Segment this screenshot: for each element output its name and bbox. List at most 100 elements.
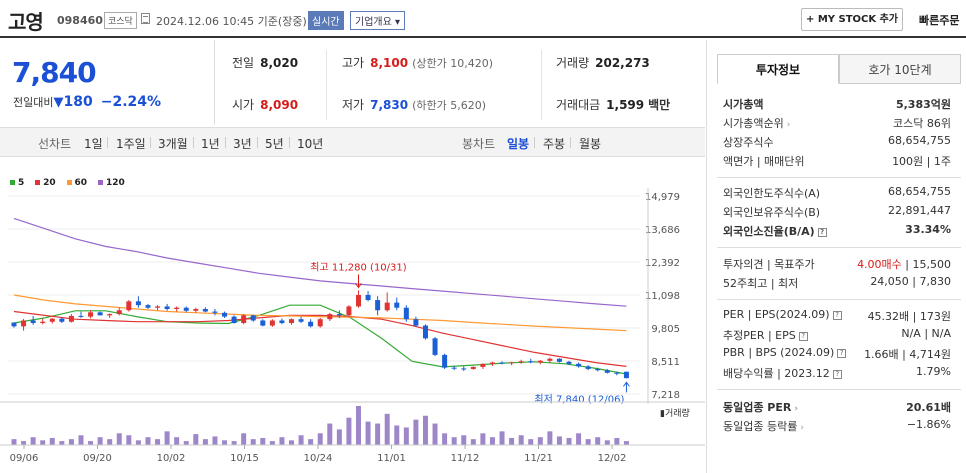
row-sector-change[interactable]: 동일업종 등락률 › −1.86% xyxy=(723,418,951,433)
low-arrow-head xyxy=(623,381,630,387)
low-annotation: 최저 7,840 (12/06) xyxy=(534,393,624,405)
candle-body xyxy=(566,361,572,364)
divider xyxy=(717,247,961,248)
row-sector-per[interactable]: 동일업종 PER › 20.61배 xyxy=(723,401,951,414)
x-tick-label: 11/01 xyxy=(377,453,406,464)
tab-3y[interactable]: 3년 xyxy=(233,137,252,151)
volume-bar xyxy=(422,415,428,445)
help-icon[interactable]: ? xyxy=(798,331,808,341)
candle-body xyxy=(231,316,237,324)
candle-body xyxy=(509,362,515,364)
volume-bar xyxy=(432,423,438,445)
tab-1d[interactable]: 1일 xyxy=(84,137,103,151)
volume-bar xyxy=(470,439,476,445)
realtime-badge[interactable]: 실시간 xyxy=(308,11,344,30)
candle-body xyxy=(126,301,132,311)
tab-10y[interactable]: 10년 xyxy=(297,137,324,151)
tab-weekly[interactable]: 주봉 xyxy=(543,137,566,151)
tab-3m[interactable]: 3개월 xyxy=(158,137,188,151)
volume-bar xyxy=(346,417,352,445)
volume-bar xyxy=(68,439,74,445)
change-percent: −2.24% xyxy=(100,94,162,110)
add-mystock-button[interactable]: + MY STOCK 추가 xyxy=(801,8,903,31)
candle-body xyxy=(222,312,228,317)
ma5-line xyxy=(13,304,627,375)
tab-orderbook[interactable]: 호가 10단계 xyxy=(839,54,961,84)
chevron-right-icon: › xyxy=(794,404,799,414)
candle-body xyxy=(336,314,342,316)
x-tick-label: 12/02 xyxy=(598,453,627,464)
volume-bar xyxy=(78,435,84,445)
x-tick-label: 11/12 xyxy=(451,453,480,464)
candle-body xyxy=(21,320,27,327)
volume-bar xyxy=(576,433,582,445)
candle-body xyxy=(480,363,486,367)
help-icon[interactable]: ? xyxy=(837,348,847,358)
volume-bar xyxy=(97,437,103,445)
volume-bar xyxy=(528,439,534,445)
volume-bar xyxy=(556,436,562,445)
volume-bar xyxy=(59,441,65,445)
stock-name: 고영 xyxy=(8,10,44,34)
volume-bar xyxy=(88,441,94,445)
candle-body xyxy=(212,311,218,313)
help-icon[interactable]: ? xyxy=(832,310,842,320)
volume-bar xyxy=(164,431,170,445)
stat-prev-close: 전일 8,020 xyxy=(232,56,299,70)
volume-bar xyxy=(145,437,151,445)
candle-body xyxy=(365,294,371,301)
price-chart[interactable]: 5 20 60 120 14,979 13,686 12,392 11,098 9,80… xyxy=(0,158,705,473)
ma120-line xyxy=(13,217,627,307)
volume-bar xyxy=(384,413,390,445)
row-foreign-limit: 외국인한도주식수(A) 68,654,755 xyxy=(723,185,951,200)
candle-body xyxy=(260,320,266,326)
candle-body xyxy=(279,320,285,324)
volume-bar xyxy=(413,419,419,445)
tab-1y[interactable]: 1년 xyxy=(201,137,220,151)
stock-code: 098460 xyxy=(57,14,103,27)
candle-body xyxy=(308,321,314,327)
volume-bar xyxy=(21,441,27,445)
corp-info-dropdown[interactable]: 기업개요 ▾ xyxy=(350,11,405,30)
y-tick-label: 13,686 xyxy=(645,225,680,236)
stat-open: 시가 8,090 xyxy=(232,98,299,112)
row-cap-rank[interactable]: 시가총액순위 › 코스닥 86위 xyxy=(723,117,951,130)
candle-body xyxy=(298,319,304,322)
tab-invest-info[interactable]: 투자정보 xyxy=(717,54,839,84)
stat-volume: 거래량 202,273 xyxy=(556,56,650,70)
divider xyxy=(717,177,961,178)
help-icon[interactable]: ? xyxy=(817,227,827,237)
candle-body xyxy=(11,322,17,327)
high-arrow-head xyxy=(355,283,362,289)
tab-5y[interactable]: 5년 xyxy=(265,137,284,151)
volume-bar xyxy=(269,441,275,445)
price-change: 전일대비▼180 −2.24% xyxy=(13,94,161,110)
document-icon[interactable] xyxy=(141,13,150,24)
volume-bar xyxy=(461,435,467,445)
volume-label: ▮거래량 xyxy=(660,407,690,419)
chart-canvas[interactable]: 14,979 13,686 12,392 11,098 9,805 8,511 7,218 최… xyxy=(0,158,705,473)
timestamp: 2024.12.06 10:45 기준(장중) xyxy=(156,15,307,28)
candle-body xyxy=(442,354,448,368)
candle-body xyxy=(403,307,409,320)
volume-bar xyxy=(327,423,333,445)
chart-legend: 5 20 60 120 xyxy=(10,178,133,188)
tab-1w[interactable]: 1주일 xyxy=(116,137,146,151)
divider xyxy=(717,389,961,390)
row-foreign-rate: 외국인소진율(B/A)? 33.34% xyxy=(723,223,951,238)
candle-body xyxy=(116,310,122,315)
tab-monthly[interactable]: 월봉 xyxy=(579,137,602,151)
volume-bar xyxy=(365,421,371,445)
y-tick-label: 14,979 xyxy=(645,192,680,203)
volume-bar xyxy=(202,439,208,445)
volume-bar xyxy=(126,435,132,445)
quick-order-button[interactable]: 빠른주문 xyxy=(919,14,960,27)
candle-body xyxy=(135,301,141,306)
help-icon[interactable]: ? xyxy=(832,369,842,379)
tab-daily[interactable]: 일봉 xyxy=(507,137,530,151)
volume-bar xyxy=(11,439,17,445)
volume-bar xyxy=(566,437,572,445)
divider xyxy=(541,50,542,120)
row-opinion: 투자의견 | 목표주가 4.00매수 | 15,500 xyxy=(723,258,951,271)
current-price: 7,840 xyxy=(12,56,97,89)
